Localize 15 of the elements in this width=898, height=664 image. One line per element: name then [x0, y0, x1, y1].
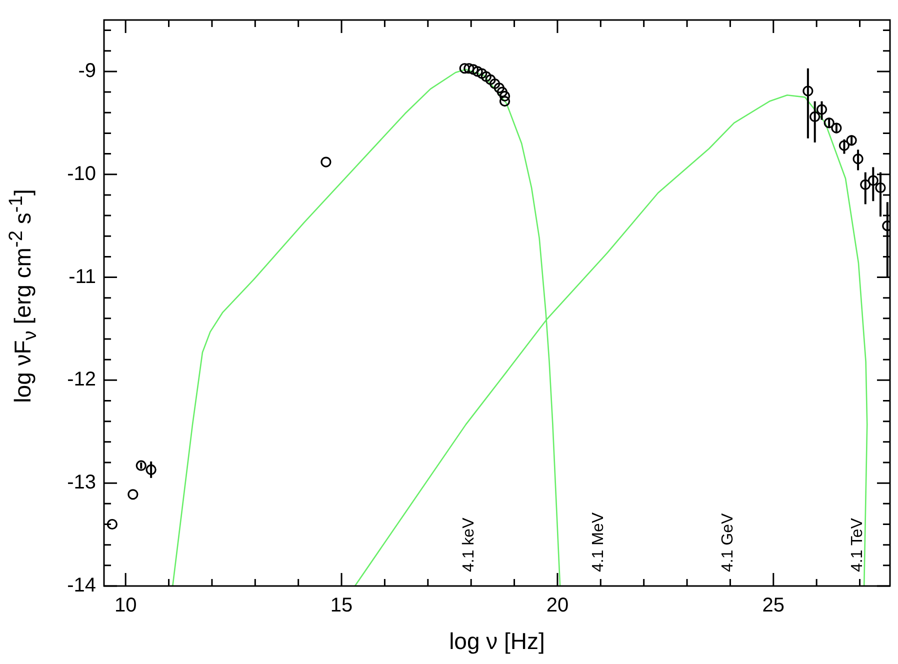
- y-tick-label: -14: [67, 574, 96, 597]
- y-tick-label: -13: [67, 472, 96, 494]
- x-tick-label: 20: [546, 594, 569, 617]
- y-tick-label: -11: [68, 266, 96, 288]
- annotation: 4.1 TeV: [849, 518, 866, 572]
- y-tick-label: -9: [78, 60, 96, 82]
- x-tick-label: 10: [114, 594, 137, 617]
- annotation: 4.1 keV: [460, 517, 478, 572]
- y-tick-label: -12: [67, 368, 96, 391]
- x-axis-title: log ν [Hz]: [448, 628, 546, 655]
- annotation: 4.1 GeV: [720, 512, 737, 572]
- y-tick-label: -10: [67, 162, 96, 185]
- annotation: 4.1 MeV: [590, 512, 608, 572]
- x-tick-label: 25: [762, 594, 785, 617]
- x-tick-label: 15: [330, 594, 353, 617]
